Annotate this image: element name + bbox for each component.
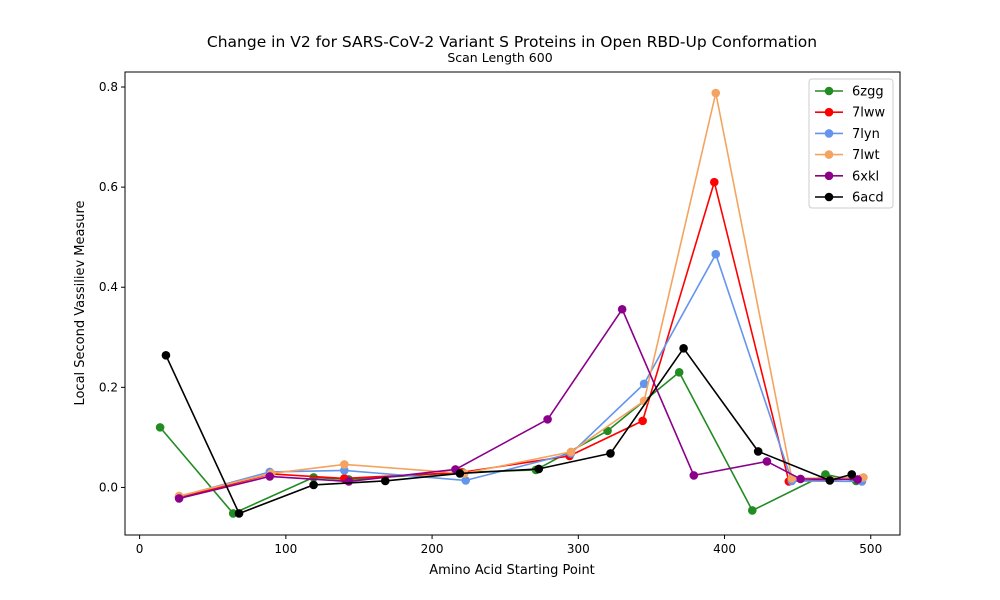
data-point <box>709 177 719 187</box>
data-point <box>639 379 649 389</box>
data-point <box>689 471 699 480</box>
x-tick-label: 400 <box>713 542 736 556</box>
legend-item: 6xkl <box>815 169 879 184</box>
data-point <box>309 480 318 490</box>
x-axis-label: Amino Acid Starting Point <box>429 563 595 578</box>
data-point <box>265 472 275 481</box>
legend-label: 6acd <box>852 191 884 206</box>
plot-area <box>155 88 868 518</box>
x-tick-label: 0 <box>136 542 144 556</box>
y-tick-label: 0.0 <box>99 480 118 494</box>
legend-marker <box>824 192 834 202</box>
y-axis: 0.0 0.2 0.4 0.6 0.8 <box>99 80 125 494</box>
legend: 6zgg 7lww 7lyn 7lwt 6xkl 6acd <box>808 78 894 209</box>
data-point <box>534 464 544 474</box>
data-point <box>821 470 830 479</box>
data-point <box>566 447 576 457</box>
data-point <box>679 343 688 353</box>
data-point <box>461 476 471 485</box>
data-point <box>711 249 721 259</box>
series-6acd <box>161 343 857 518</box>
data-point <box>606 449 615 458</box>
series-6xkl <box>174 304 862 503</box>
data-point <box>825 476 835 485</box>
y-tick-label: 0.4 <box>99 280 118 294</box>
data-point <box>638 416 647 426</box>
data-point <box>174 494 184 503</box>
series-line <box>178 308 858 500</box>
y-tick-label: 0.6 <box>99 180 118 194</box>
chart-title: Change in V2 for SARS-CoV-2 Variant S Pr… <box>207 33 817 51</box>
data-point <box>344 477 354 486</box>
data-point <box>234 509 244 518</box>
legend-label: 6zgg <box>852 85 884 100</box>
data-point <box>753 447 763 456</box>
legend-marker <box>824 129 834 138</box>
data-point <box>161 351 171 360</box>
legend-marker <box>824 86 834 96</box>
data-point <box>455 469 465 478</box>
data-point <box>617 304 627 314</box>
y-tick-label: 0.8 <box>99 80 118 94</box>
legend-label: 7lyn <box>852 127 880 142</box>
data-point <box>711 88 721 98</box>
legend-item: 6zgg <box>815 85 884 100</box>
y-tick-label: 0.2 <box>99 380 118 394</box>
legend-label: 6xkl <box>852 169 879 184</box>
x-tick-label: 100 <box>274 542 297 556</box>
plot-frame <box>124 71 901 536</box>
legend-item: 7lww <box>815 106 886 121</box>
x-tick-label: 300 <box>567 542 590 556</box>
chart-subtitle: Scan Length 600 <box>447 50 552 65</box>
y-axis-label: Local Second Vassiliev Measure <box>73 200 88 405</box>
legend-item: 7lyn <box>815 127 880 142</box>
data-point <box>853 475 862 484</box>
data-point <box>543 415 552 424</box>
x-tick-label: 500 <box>859 542 882 556</box>
legend-marker <box>824 107 834 117</box>
x-tick-label: 200 <box>421 542 444 556</box>
data-point <box>748 506 757 515</box>
data-point <box>796 474 805 484</box>
legend-item: 7lwt <box>815 148 880 163</box>
legend-item: 6acd <box>815 191 884 206</box>
data-point <box>674 368 684 377</box>
data-point <box>380 476 390 486</box>
legend-marker <box>824 150 834 159</box>
data-point <box>155 423 165 432</box>
legend-marker <box>824 171 834 181</box>
series-7lwt <box>174 88 868 501</box>
x-axis: 0 100 200 300 400 500 <box>136 535 882 556</box>
legend-label: 7lwt <box>852 148 880 163</box>
data-point <box>762 457 772 466</box>
data-point <box>847 470 857 479</box>
legend-label: 7lww <box>852 106 886 121</box>
data-point <box>340 460 349 469</box>
data-point <box>340 466 349 475</box>
